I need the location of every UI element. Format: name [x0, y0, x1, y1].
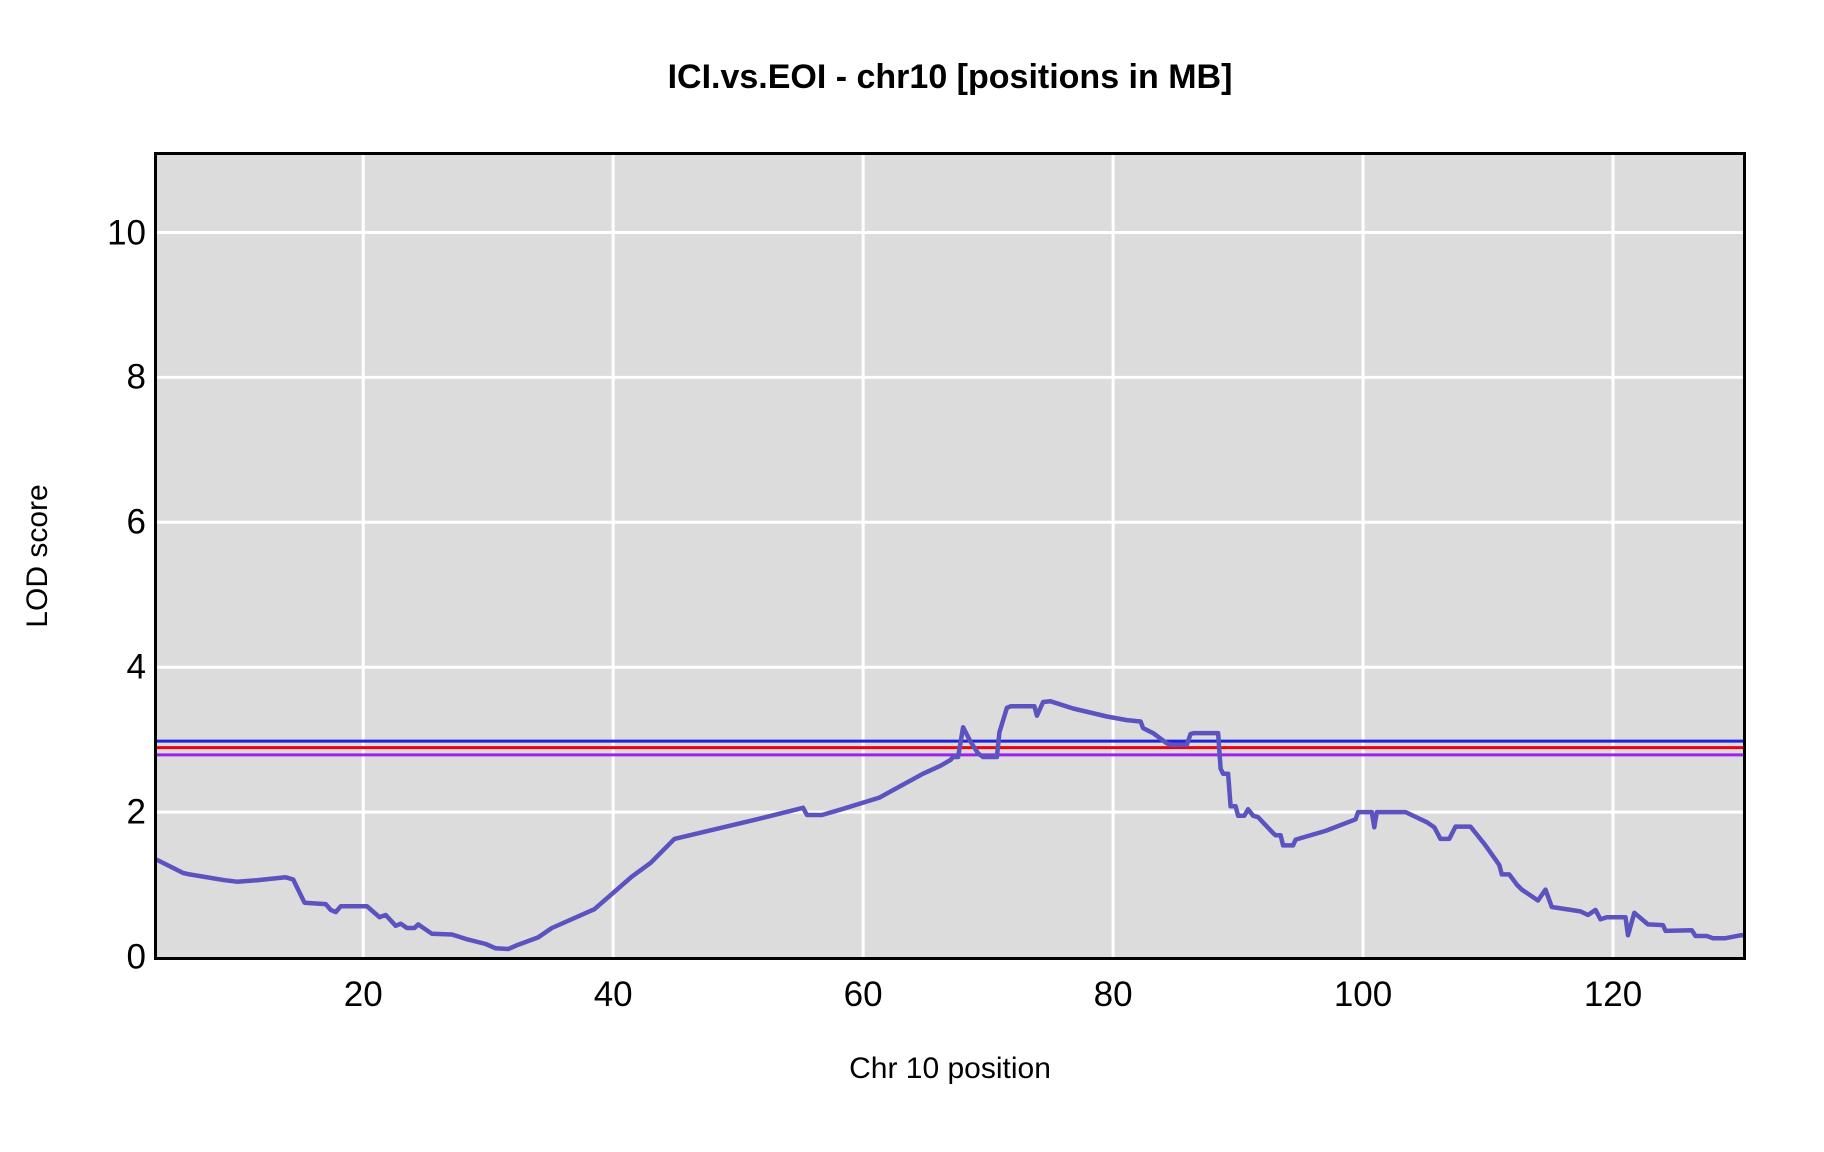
- y-tick-label-8: 8: [126, 357, 146, 397]
- x-tick-label-20: 20: [343, 975, 383, 1014]
- y-tick-label-2: 2: [126, 792, 146, 832]
- lod-curve: [157, 699, 1743, 952]
- x-tick-label-100: 100: [1333, 975, 1393, 1014]
- x-tick-label-120: 120: [1583, 975, 1643, 1014]
- x-axis-title: Chr 10 position: [849, 1052, 1051, 1085]
- y-tick-label-10: 10: [107, 213, 146, 253]
- chart-title: ICI.vs.EOI - chr10 [positions in MB]: [667, 58, 1233, 96]
- x-tick-label-80: 80: [1093, 975, 1133, 1014]
- plot-svg: [157, 155, 1743, 957]
- y-tick-label-0: 0: [126, 937, 146, 977]
- y-tick-label-4: 4: [126, 647, 146, 687]
- plot-panel: [154, 152, 1746, 960]
- y-tick-label-6: 6: [126, 502, 146, 542]
- x-tick-label-40: 40: [593, 975, 633, 1014]
- x-tick-label-60: 60: [843, 975, 883, 1014]
